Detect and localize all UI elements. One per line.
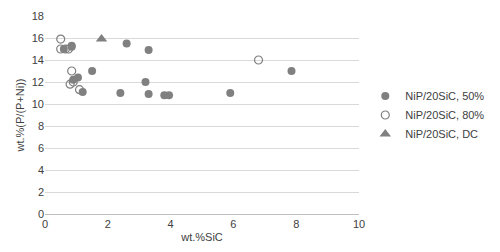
svg-text:0: 0 — [38, 208, 44, 220]
svg-text:0: 0 — [42, 218, 48, 230]
svg-text:NiP/20SiC, DC: NiP/20SiC, DC — [405, 128, 478, 140]
svg-text:4: 4 — [38, 164, 44, 176]
svg-text:wt.%(P/(P+Ni)): wt.%(P/(P+Ni)) — [14, 78, 26, 152]
svg-text:14: 14 — [32, 54, 44, 66]
svg-text:4: 4 — [168, 218, 174, 230]
svg-text:6: 6 — [230, 218, 236, 230]
svg-text:6: 6 — [38, 142, 44, 154]
svg-text:10: 10 — [32, 98, 44, 110]
svg-text:12: 12 — [32, 76, 44, 88]
svg-text:8: 8 — [38, 120, 44, 132]
svg-text:16: 16 — [32, 32, 44, 44]
svg-text:NiP/20SiC, 50%: NiP/20SiC, 50% — [405, 90, 484, 102]
svg-text:10: 10 — [353, 218, 365, 230]
svg-text:18: 18 — [32, 10, 44, 22]
svg-text:8: 8 — [293, 218, 299, 230]
svg-text:wt.%SiC: wt.%SiC — [180, 231, 223, 243]
svg-text:2: 2 — [105, 218, 111, 230]
svg-text:2: 2 — [38, 186, 44, 198]
svg-text:NiP/20SiC, 80%: NiP/20SiC, 80% — [405, 109, 484, 121]
